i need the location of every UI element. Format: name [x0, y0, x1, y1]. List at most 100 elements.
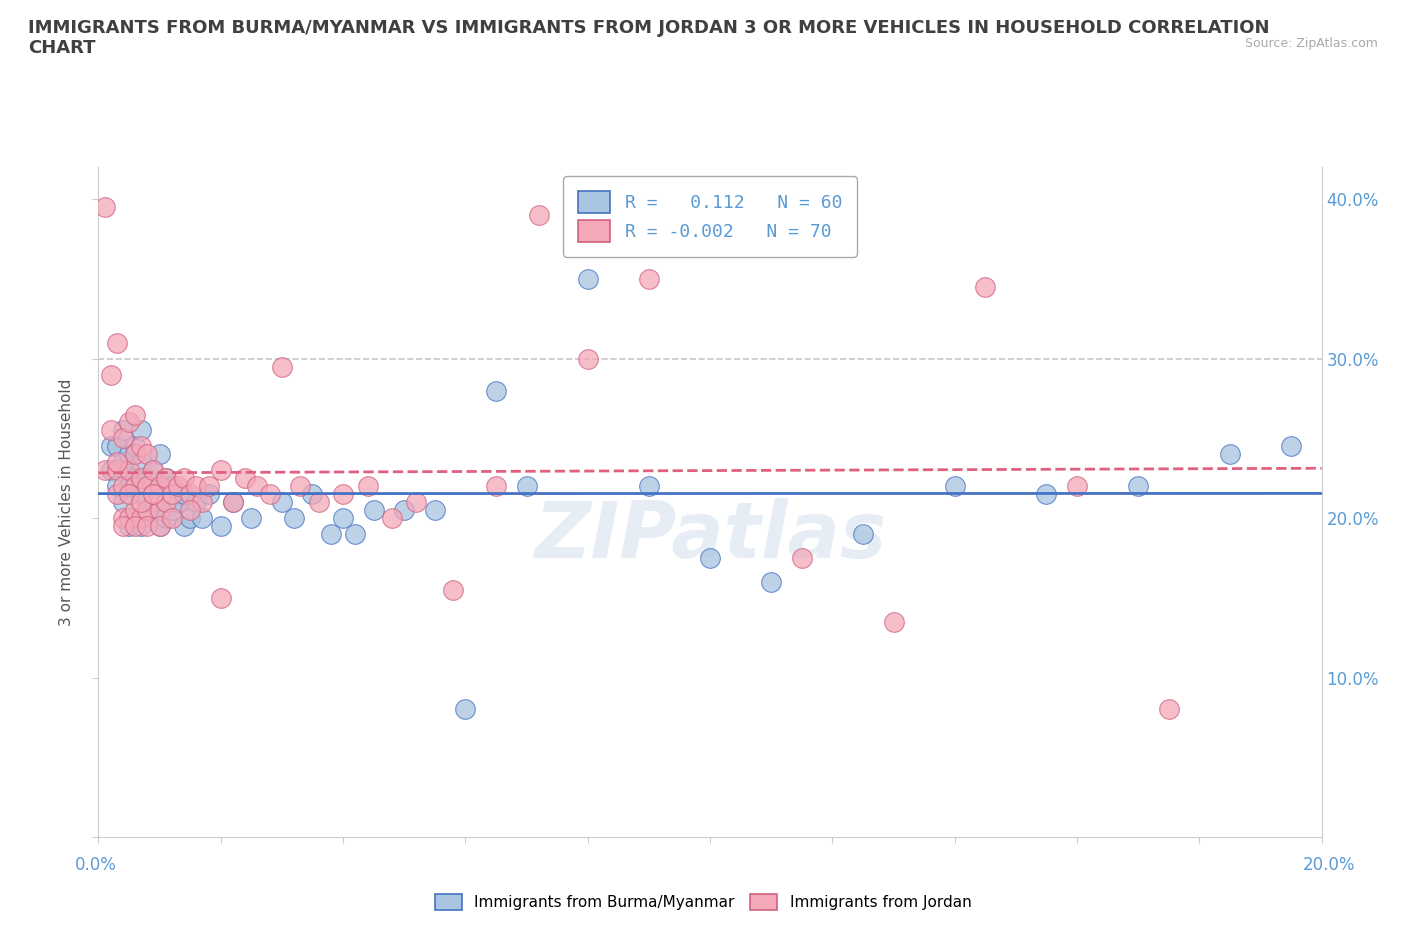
Point — [124, 471, 146, 485]
Point — [186, 479, 208, 494]
Point — [149, 503, 172, 518]
Point — [179, 503, 201, 518]
Point — [105, 455, 128, 470]
Point — [118, 463, 141, 478]
Point — [111, 511, 134, 525]
Point — [160, 479, 183, 494]
Point — [167, 495, 190, 510]
Point — [576, 352, 599, 366]
Point — [155, 471, 177, 485]
Point — [124, 503, 146, 518]
Point — [1128, 479, 1150, 494]
Point — [149, 447, 172, 462]
Point — [160, 486, 183, 501]
Point — [136, 447, 159, 462]
Point — [142, 463, 165, 478]
Text: ZIPatlas: ZIPatlas — [534, 498, 886, 574]
Point — [136, 503, 159, 518]
Point — [124, 447, 146, 462]
Point — [1157, 702, 1180, 717]
Point — [118, 479, 141, 494]
Point — [149, 479, 172, 494]
Point — [136, 503, 159, 518]
Point — [124, 407, 146, 422]
Point — [222, 495, 245, 510]
Point — [485, 479, 508, 494]
Point — [319, 526, 342, 541]
Point — [155, 511, 177, 525]
Point — [136, 479, 159, 494]
Point — [111, 519, 134, 534]
Point — [356, 479, 378, 494]
Point — [105, 463, 128, 478]
Point — [129, 511, 152, 525]
Point — [155, 495, 177, 510]
Point — [167, 479, 190, 494]
Point — [454, 702, 477, 717]
Point — [381, 511, 404, 525]
Point — [1066, 479, 1088, 494]
Point — [197, 486, 219, 501]
Point — [392, 503, 416, 518]
Point — [1035, 486, 1057, 501]
Legend: Immigrants from Burma/Myanmar, Immigrants from Jordan: Immigrants from Burma/Myanmar, Immigrant… — [427, 886, 979, 918]
Point — [308, 495, 330, 510]
Point — [129, 486, 152, 501]
Legend: R =   0.112   N = 60, R = -0.002   N = 70: R = 0.112 N = 60, R = -0.002 N = 70 — [564, 177, 856, 257]
Point — [142, 495, 165, 510]
Point — [852, 526, 875, 541]
Text: IMMIGRANTS FROM BURMA/MYANMAR VS IMMIGRANTS FROM JORDAN 3 OR MORE VEHICLES IN HO: IMMIGRANTS FROM BURMA/MYANMAR VS IMMIGRA… — [28, 19, 1270, 58]
Point — [259, 486, 281, 501]
Point — [191, 511, 214, 525]
Text: 20.0%: 20.0% — [1302, 856, 1355, 873]
Point — [93, 200, 115, 215]
Point — [136, 519, 159, 534]
Point — [100, 463, 122, 478]
Point — [100, 367, 122, 382]
Text: Source: ZipAtlas.com: Source: ZipAtlas.com — [1244, 37, 1378, 50]
Point — [209, 519, 232, 534]
Point — [129, 439, 152, 454]
Text: 0.0%: 0.0% — [75, 856, 117, 873]
Point — [179, 486, 201, 501]
Point — [124, 519, 146, 534]
Point — [332, 511, 354, 525]
Point — [124, 479, 146, 494]
Point — [100, 439, 122, 454]
Point — [576, 272, 599, 286]
Point — [111, 455, 134, 470]
Point — [441, 582, 464, 597]
Point — [160, 503, 183, 518]
Point — [129, 519, 152, 534]
Point — [105, 479, 128, 494]
Point — [637, 479, 661, 494]
Point — [129, 423, 152, 438]
Point — [191, 495, 214, 510]
Point — [105, 336, 128, 351]
Point — [363, 503, 385, 518]
Point — [93, 463, 115, 478]
Point — [1219, 447, 1241, 462]
Point — [149, 479, 172, 494]
Point — [129, 455, 152, 470]
Point — [129, 495, 152, 510]
Point — [246, 479, 269, 494]
Point — [209, 591, 232, 605]
Point — [516, 479, 538, 494]
Point — [111, 479, 134, 494]
Point — [270, 359, 292, 374]
Point — [136, 471, 159, 485]
Point — [111, 495, 134, 510]
Point — [111, 431, 134, 445]
Point — [105, 486, 128, 501]
Point — [290, 479, 312, 494]
Point — [423, 503, 446, 518]
Point — [173, 486, 195, 501]
Point — [222, 495, 245, 510]
Point — [485, 383, 508, 398]
Point — [160, 511, 183, 525]
Point — [1279, 439, 1302, 454]
Point — [233, 471, 256, 485]
Point — [883, 615, 905, 630]
Point — [124, 511, 146, 525]
